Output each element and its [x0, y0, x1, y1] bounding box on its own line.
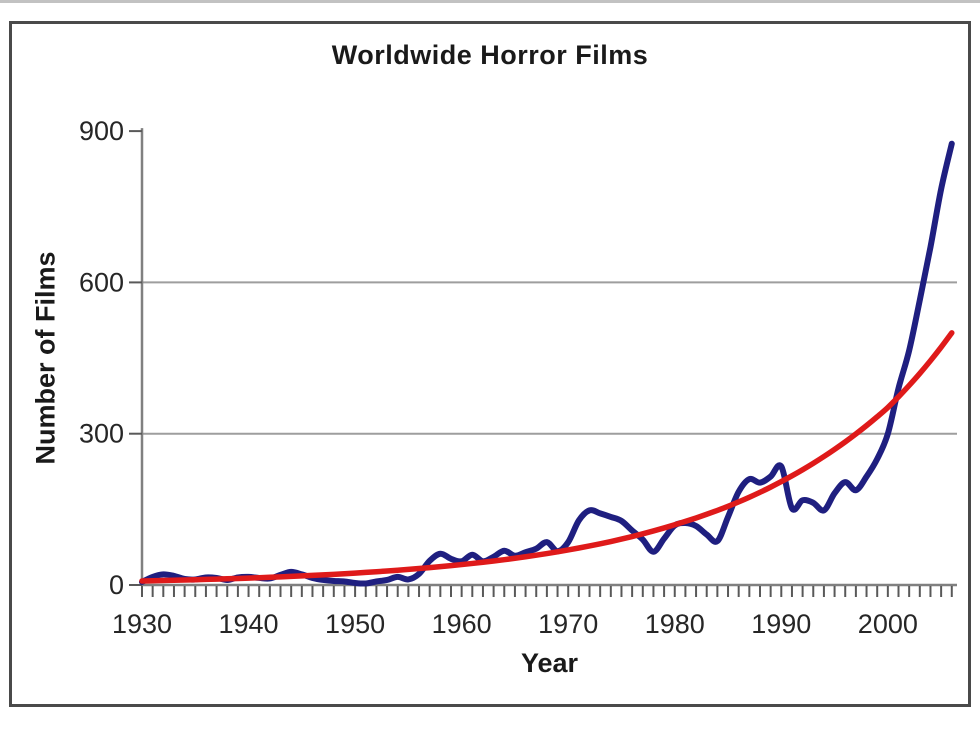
trend-line: [139, 330, 955, 584]
data-series-line: [139, 140, 955, 587]
y-axis-title: Number of Films: [30, 251, 61, 465]
chart-frame: [9, 21, 971, 707]
x-tick-label-1930: 1930: [112, 609, 172, 639]
screenshot-top-edge: [0, 0, 980, 3]
x-tick-label-1950: 1950: [325, 609, 385, 639]
y-tick-label-600: 600: [79, 267, 124, 297]
y-tick-label-0: 0: [109, 570, 124, 600]
x-tick-label-1990: 1990: [751, 609, 811, 639]
x-axis-title: Year: [520, 648, 579, 678]
x-tick-label-1980: 1980: [645, 609, 705, 639]
y-tick-label-900: 900: [79, 116, 124, 146]
chart-title: Worldwide Horror Films: [331, 40, 649, 70]
x-tick-label-2000: 2000: [858, 609, 918, 639]
x-tick-label-1940: 1940: [219, 609, 279, 639]
x-tick-label-1970: 1970: [538, 609, 598, 639]
y-tick-label-300: 300: [79, 419, 124, 449]
x-tick-label-1960: 1960: [432, 609, 492, 639]
